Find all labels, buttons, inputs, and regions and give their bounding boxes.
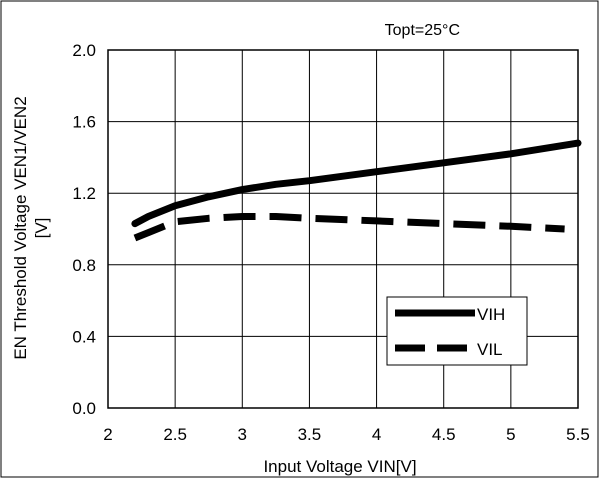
x-tick-label: 3 [238, 425, 247, 444]
legend-label-vih: VIH [477, 305, 505, 324]
y-tick-label: 1.6 [72, 113, 96, 132]
legend-label-vil: VIL [477, 340, 503, 359]
x-tick-label: 3.5 [298, 425, 322, 444]
x-tick-label: 4 [372, 425, 381, 444]
y-tick-label: 2.0 [72, 41, 96, 60]
legend-box [387, 297, 527, 365]
x-tick-label: 2.5 [163, 425, 187, 444]
x-tick-label: 2 [103, 425, 112, 444]
y-axis-title-unit: [V] [32, 218, 51, 239]
y-tick-label: 1.2 [72, 184, 96, 203]
x-tick-label: 4.5 [432, 425, 456, 444]
y-axis-title: EN Threshold Voltage VEN1/VEN2 [11, 96, 30, 359]
y-tick-label: 0.0 [72, 399, 96, 418]
x-axis-title: Input Voltage VIN[V] [263, 457, 416, 476]
annotation-topt: Topt=25°C [385, 22, 460, 39]
x-tick-label: 5 [506, 425, 515, 444]
y-tick-label: 0.8 [72, 256, 96, 275]
legend: VIH VIL [387, 297, 527, 365]
y-tick-label: 0.4 [72, 327, 96, 346]
x-tick-label: 5.5 [566, 425, 590, 444]
